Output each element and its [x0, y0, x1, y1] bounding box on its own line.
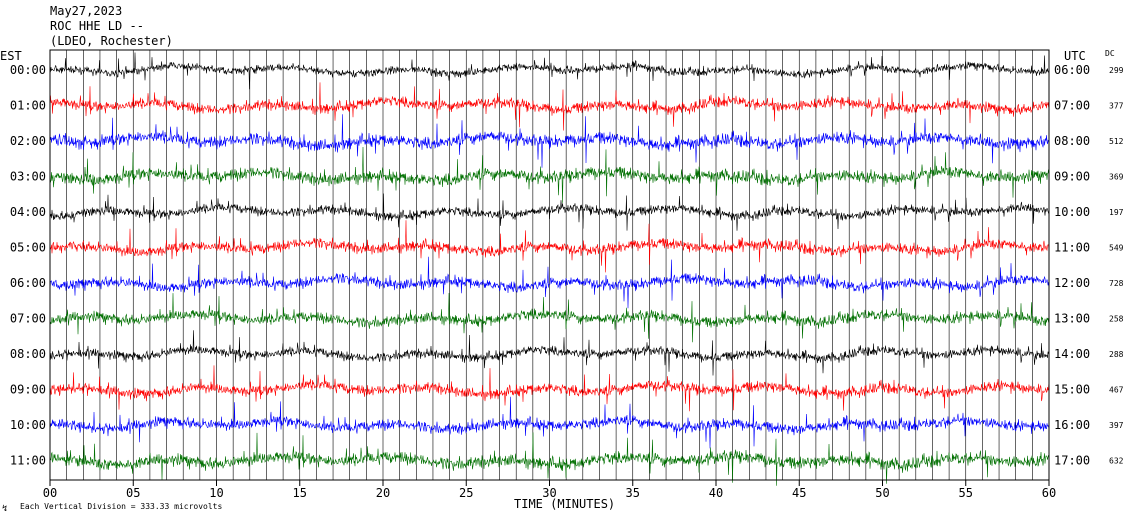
- dc-value-label: 467: [1109, 386, 1124, 395]
- trace-row: [49, 52, 1050, 90]
- x-tick-label: 15: [293, 486, 307, 500]
- utc-time-label: 09:00: [1054, 170, 1090, 184]
- est-time-label: 06:00: [10, 276, 46, 290]
- x-tick-label: 50: [875, 486, 889, 500]
- date-label: May27,2023: [50, 4, 123, 18]
- x-tick-label: 35: [626, 486, 640, 500]
- x-tick-label: 40: [709, 486, 723, 500]
- trace-row: [49, 193, 1050, 231]
- utc-time-label: 16:00: [1054, 418, 1090, 432]
- utc-time-label: 08:00: [1054, 134, 1090, 148]
- est-time-label: 11:00: [10, 454, 46, 468]
- est-time-label: 00:00: [10, 63, 46, 77]
- right-tz-label: UTC: [1064, 49, 1086, 63]
- x-tick-label: 10: [209, 486, 223, 500]
- est-time-label: 09:00: [10, 383, 46, 397]
- scale-mark-icon: ↯: [2, 504, 7, 514]
- trace-row: [49, 220, 1050, 273]
- dc-value-label: 632: [1109, 457, 1124, 466]
- utc-time-label: 14:00: [1054, 347, 1090, 361]
- est-time-label: 04:00: [10, 205, 46, 219]
- est-time-label: 05:00: [10, 241, 46, 255]
- est-time-label: 01:00: [10, 99, 46, 113]
- x-tick-label: 25: [459, 486, 473, 500]
- dc-value-label: 258: [1109, 315, 1124, 324]
- est-time-label: 03:00: [10, 170, 46, 184]
- utc-time-label: 07:00: [1054, 99, 1090, 113]
- x-tick-label: 55: [959, 486, 973, 500]
- x-tick-label: 45: [792, 486, 806, 500]
- x-tick-label: 30: [542, 486, 556, 500]
- dc-value-label: 728: [1109, 279, 1124, 288]
- dc-value-label: 369: [1109, 173, 1124, 182]
- utc-time-label: 15:00: [1054, 383, 1090, 397]
- x-axis-title: TIME (MINUTES): [514, 497, 615, 511]
- minute-gridlines: [66, 50, 1033, 480]
- row-labels: 00:00 06:00 299 01:00 07:00 377 02:00 08:00 512 0…: [10, 63, 1124, 468]
- trace-row: [49, 330, 1050, 376]
- dc-value-label: 197: [1109, 208, 1124, 217]
- trace-row: [49, 82, 1050, 131]
- est-time-label: 07:00: [10, 312, 46, 326]
- est-time-label: 10:00: [10, 418, 46, 432]
- est-time-label: 08:00: [10, 347, 46, 361]
- scale-footnote: Each Vertical Division = 333.33 microvol…: [20, 502, 222, 511]
- x-tick-label: 60: [1042, 486, 1056, 500]
- x-tick-label: 00: [43, 486, 57, 500]
- utc-time-label: 11:00: [1054, 241, 1090, 255]
- network-label: (LDEO, Rochester): [50, 34, 173, 48]
- x-tick-label: 20: [376, 486, 390, 500]
- trace-row: [49, 114, 1050, 168]
- trace-row: [49, 432, 1050, 486]
- dc-value-label: 549: [1109, 244, 1124, 253]
- station-label: ROC HHE LD --: [50, 19, 144, 33]
- utc-time-label: 13:00: [1054, 312, 1090, 326]
- seismic-traces: [49, 52, 1050, 486]
- x-tick-label: 05: [126, 486, 140, 500]
- utc-time-label: 17:00: [1054, 454, 1090, 468]
- trace-row: [49, 146, 1050, 203]
- trace-row: [49, 292, 1050, 343]
- utc-time-label: 12:00: [1054, 276, 1090, 290]
- trace-row: [49, 365, 1050, 412]
- dc-value-label: 512: [1109, 137, 1124, 146]
- dc-value-label: 397: [1109, 421, 1124, 430]
- dc-header-label: DC: [1105, 49, 1115, 58]
- x-axis-ticks: 00 05 10 15 20 25 30 35 40 45 50 55 60: [43, 480, 1056, 500]
- trace-row: [49, 256, 1050, 309]
- dc-value-label: 377: [1109, 102, 1124, 111]
- dc-value-label: 299: [1109, 66, 1124, 75]
- trace-row: [49, 396, 1050, 449]
- utc-time-label: 10:00: [1054, 205, 1090, 219]
- est-time-label: 02:00: [10, 134, 46, 148]
- utc-time-label: 06:00: [1054, 63, 1090, 77]
- dc-value-label: 288: [1109, 350, 1124, 359]
- left-tz-label: EST: [0, 49, 22, 63]
